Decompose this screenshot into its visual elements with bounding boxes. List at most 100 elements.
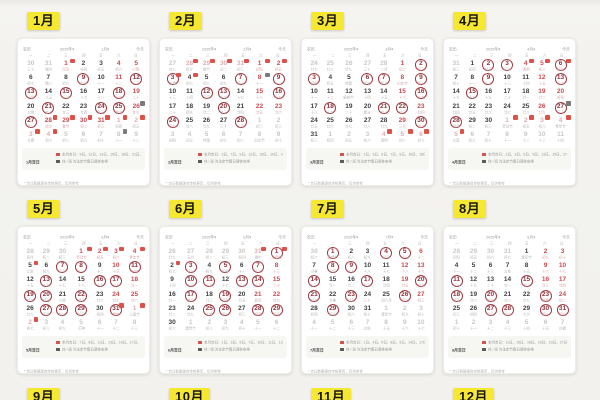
- day-cell[interactable]: 7 小暑: [306, 262, 322, 276]
- day-cell[interactable]: 6 初七: [22, 74, 40, 88]
- day-cell[interactable]: 1元旦休: [57, 58, 75, 74]
- day-cell[interactable]: 17 廿四: [554, 276, 571, 290]
- day-cell[interactable]: 17 廿二: [180, 288, 201, 305]
- day-cell[interactable]: 12 十九: [465, 276, 482, 290]
- today-button[interactable]: 今天: [130, 227, 144, 244]
- day-cell[interactable]: 14 十九: [250, 274, 266, 290]
- day-cell[interactable]: 1 建军节: [376, 305, 397, 319]
- day-cell[interactable]: 5 初八: [198, 74, 215, 88]
- day-cell[interactable]: 4 初五: [322, 74, 338, 88]
- year-select[interactable]: 2025年▾: [480, 39, 506, 56]
- day-cell[interactable]: 8 妇女节: [249, 131, 270, 145]
- day-cell[interactable]: 13 十六: [215, 86, 232, 102]
- year-select[interactable]: 2025年▾: [480, 227, 506, 244]
- day-cell[interactable]: 18 廿四: [376, 276, 397, 290]
- day-cell[interactable]: 22 廿九: [516, 291, 537, 305]
- day-cell[interactable]: 10 十三: [497, 74, 518, 88]
- day-cell[interactable]: 29 三月: [392, 117, 413, 131]
- day-cell[interactable]: 5 惊蛰: [198, 131, 215, 145]
- day-cell[interactable]: 8 十五: [516, 262, 537, 276]
- day-cell[interactable]: 10 十七: [413, 319, 429, 333]
- day-cell[interactable]: 31初三休: [232, 58, 249, 74]
- month-select[interactable]: 7月▾: [382, 227, 396, 244]
- day-cell[interactable]: 2 初九: [397, 305, 413, 319]
- day-cell[interactable]: 13 十六: [550, 72, 571, 88]
- day-cell[interactable]: 24 廿七: [497, 103, 518, 117]
- day-cell[interactable]: 5 十一: [250, 319, 266, 333]
- day-cell[interactable]: 29 初二: [38, 248, 54, 262]
- day-cell[interactable]: 15 廿一: [322, 276, 343, 290]
- day-cell[interactable]: 2 初四: [75, 60, 93, 74]
- day-cell[interactable]: 31初三休: [92, 115, 110, 131]
- day-cell[interactable]: 3立春休: [164, 72, 181, 88]
- day-cell[interactable]: 10 十六: [359, 262, 375, 276]
- day-cell[interactable]: 1 建军节: [516, 248, 537, 262]
- day-cell[interactable]: 6 初九: [38, 262, 54, 276]
- day-cell[interactable]: 26 初四: [465, 305, 482, 319]
- day-cell[interactable]: 7 初十: [54, 260, 70, 276]
- day-cell[interactable]: 23 廿六: [92, 291, 108, 305]
- day-cell[interactable]: 26 廿九: [22, 305, 38, 319]
- day-cell[interactable]: 4 初五: [181, 131, 198, 145]
- day-cell[interactable]: 16 十九: [92, 274, 108, 290]
- day-cell[interactable]: 2初五休: [92, 246, 108, 262]
- day-cell[interactable]: 11 十六: [201, 274, 217, 290]
- day-cell[interactable]: 11 十二: [110, 74, 128, 88]
- day-cell[interactable]: 21 廿七: [306, 288, 322, 305]
- view-mode-control[interactable]: 农历: [449, 39, 463, 56]
- day-cell[interactable]: 4初七休: [181, 72, 198, 88]
- day-cell[interactable]: 18 廿一: [124, 276, 145, 290]
- day-cell[interactable]: 10 十三: [164, 88, 181, 102]
- day-cell[interactable]: 8 十一: [497, 131, 518, 145]
- day-cell[interactable]: 8 十三: [266, 262, 287, 276]
- year-select[interactable]: 2025年▾: [338, 39, 364, 56]
- day-cell[interactable]: 23 廿六: [270, 103, 287, 117]
- day-cell[interactable]: 3 初八: [38, 319, 54, 333]
- day-cell[interactable]: 27 初五: [482, 303, 499, 319]
- day-cell[interactable]: 9 十二: [480, 72, 496, 88]
- day-cell[interactable]: 3 初九: [359, 248, 375, 262]
- day-cell[interactable]: 26 初二: [217, 303, 233, 319]
- day-cell[interactable]: 7 腊八: [40, 74, 58, 88]
- day-cell[interactable]: 3 初八: [180, 260, 201, 276]
- day-cell[interactable]: 17 二十: [164, 103, 181, 117]
- year-select[interactable]: 2025年▾: [196, 227, 222, 244]
- day-cell[interactable]: 17 十八: [306, 103, 322, 117]
- day-cell[interactable]: 18 十九: [322, 100, 338, 117]
- view-mode-control[interactable]: 农历: [23, 39, 37, 56]
- day-cell[interactable]: 2初五休: [518, 115, 534, 131]
- day-cell[interactable]: 4清明休: [376, 129, 392, 145]
- day-cell[interactable]: 7 初十: [92, 131, 110, 145]
- day-cell[interactable]: 27 五月: [38, 303, 54, 319]
- month-select[interactable]: 1月▾: [98, 39, 112, 56]
- day-cell[interactable]: 17 二十: [108, 274, 124, 290]
- day-cell[interactable]: 5 小寒: [127, 60, 145, 74]
- day-cell[interactable]: 9 十六: [537, 262, 554, 276]
- day-cell[interactable]: 31 腊月: [40, 60, 58, 74]
- view-mode-control[interactable]: 农历: [307, 39, 321, 56]
- day-cell[interactable]: 27 初三: [234, 305, 250, 319]
- day-cell[interactable]: 16 十七: [413, 86, 429, 102]
- day-cell[interactable]: 13 十八: [234, 274, 250, 290]
- day-cell[interactable]: 20 廿三: [38, 288, 54, 305]
- day-cell[interactable]: 22 廿五: [249, 103, 270, 117]
- day-cell[interactable]: 2初七休: [22, 317, 39, 333]
- day-cell[interactable]: 15 十六: [392, 88, 413, 102]
- day-cell[interactable]: 19 廿二: [198, 103, 215, 117]
- month-select[interactable]: 2月▾: [240, 39, 254, 56]
- day-cell[interactable]: 10 十七: [554, 262, 571, 276]
- day-cell[interactable]: 30 初八: [537, 303, 554, 319]
- day-cell[interactable]: 29 初三: [217, 248, 233, 262]
- day-cell[interactable]: 27 廿八: [164, 60, 181, 74]
- day-cell[interactable]: 11 十八: [448, 274, 465, 290]
- day-cell[interactable]: 6 十三: [482, 262, 499, 276]
- day-cell[interactable]: 25 廿八: [124, 291, 145, 305]
- month-select[interactable]: 8月▾: [524, 227, 538, 244]
- view-mode-control[interactable]: 农历: [165, 39, 179, 56]
- day-cell[interactable]: 30 初六: [482, 248, 499, 262]
- day-cell[interactable]: 1 初二: [392, 60, 413, 74]
- today-button[interactable]: 今天: [272, 227, 286, 244]
- day-cell[interactable]: 1 初二: [249, 117, 270, 131]
- day-cell[interactable]: 18 雨水: [181, 103, 198, 117]
- day-cell[interactable]: 29 七夕: [516, 305, 537, 319]
